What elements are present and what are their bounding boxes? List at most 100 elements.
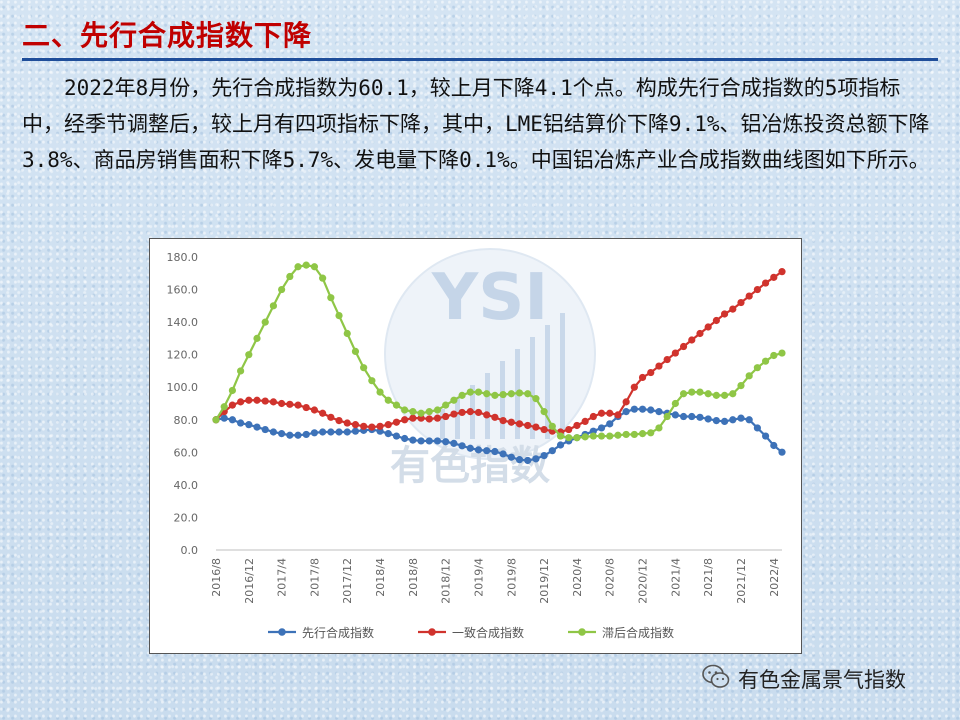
data-point bbox=[556, 441, 565, 449]
wechat-icon bbox=[702, 664, 730, 688]
data-point bbox=[310, 263, 319, 271]
data-point bbox=[442, 401, 450, 409]
data-point bbox=[548, 422, 556, 430]
watermark-bar bbox=[530, 337, 535, 439]
data-point bbox=[376, 388, 384, 396]
y-tick-label: 100.0 bbox=[167, 381, 199, 394]
data-point bbox=[376, 422, 384, 430]
data-point bbox=[474, 408, 483, 417]
chart-legend: 先行合成指数 一致合成指数 滞后合成指数 bbox=[268, 625, 674, 640]
data-point bbox=[384, 430, 392, 438]
data-point bbox=[589, 412, 597, 421]
data-point bbox=[294, 401, 302, 409]
x-tick-label: 2019/4 bbox=[472, 558, 485, 597]
data-point bbox=[392, 432, 401, 440]
data-point bbox=[606, 420, 614, 428]
data-point bbox=[507, 418, 515, 426]
data-point bbox=[606, 409, 614, 417]
data-point bbox=[737, 414, 745, 422]
data-point bbox=[581, 417, 589, 426]
data-point bbox=[499, 450, 507, 458]
legend-marker bbox=[578, 628, 586, 636]
data-point bbox=[401, 406, 409, 414]
data-point bbox=[753, 364, 761, 372]
data-point bbox=[458, 391, 466, 399]
data-point bbox=[729, 416, 737, 424]
x-tick-label: 2016/12 bbox=[243, 558, 256, 604]
data-point bbox=[384, 396, 392, 404]
data-point bbox=[245, 421, 253, 429]
data-point bbox=[565, 434, 573, 442]
watermark-bar bbox=[500, 361, 505, 439]
data-point bbox=[540, 451, 548, 460]
y-tick-label: 160.0 bbox=[167, 284, 199, 297]
data-point bbox=[679, 342, 688, 351]
data-point bbox=[474, 388, 483, 396]
data-point bbox=[647, 368, 655, 377]
data-point bbox=[220, 414, 228, 422]
data-point bbox=[712, 391, 720, 399]
footer-account-name: 有色金属景气指数 bbox=[738, 668, 906, 692]
x-tick-label: 2021/4 bbox=[669, 558, 682, 597]
data-point bbox=[474, 446, 483, 454]
data-point bbox=[392, 401, 401, 409]
data-point bbox=[515, 389, 524, 397]
data-point bbox=[368, 377, 376, 385]
data-point bbox=[261, 318, 269, 326]
x-tick-label: 2020/12 bbox=[637, 558, 650, 604]
data-point bbox=[630, 430, 638, 439]
y-tick-label: 180.0 bbox=[167, 251, 199, 264]
summary-paragraph: 2022年8月份，先行合成指数为60.1，较上月下降4.1个点。构成先行合成指数… bbox=[22, 76, 930, 172]
watermark-bar bbox=[560, 313, 565, 439]
legend-item: 滞后合成指数 bbox=[568, 625, 674, 640]
data-point bbox=[442, 438, 450, 446]
data-point bbox=[647, 406, 655, 414]
data-point bbox=[228, 401, 237, 409]
x-tick-label: 2020/4 bbox=[571, 558, 584, 597]
data-point bbox=[573, 421, 581, 430]
data-point bbox=[417, 437, 425, 445]
data-point bbox=[614, 431, 622, 439]
data-point bbox=[491, 447, 499, 456]
data-point bbox=[491, 391, 499, 399]
data-point bbox=[622, 398, 630, 406]
data-point bbox=[327, 294, 335, 302]
data-point bbox=[368, 423, 376, 431]
data-point bbox=[269, 302, 278, 310]
data-point bbox=[261, 397, 269, 405]
data-point bbox=[720, 417, 729, 426]
data-point bbox=[458, 442, 466, 450]
data-point bbox=[360, 364, 368, 372]
watermark-bar bbox=[545, 325, 550, 439]
data-point bbox=[450, 396, 458, 404]
x-tick-label: 2020/8 bbox=[604, 558, 617, 597]
data-point bbox=[450, 410, 458, 418]
data-point bbox=[269, 428, 278, 436]
data-point bbox=[565, 425, 573, 434]
data-point bbox=[253, 396, 261, 404]
data-point bbox=[712, 416, 720, 425]
data-point bbox=[433, 414, 442, 422]
data-point bbox=[286, 400, 294, 408]
data-point bbox=[319, 428, 327, 436]
data-point bbox=[442, 412, 450, 421]
data-point bbox=[729, 305, 737, 313]
y-tick-label: 40.0 bbox=[174, 479, 199, 492]
data-point bbox=[261, 425, 269, 434]
data-point bbox=[696, 329, 704, 338]
data-point bbox=[278, 430, 286, 438]
data-point bbox=[597, 432, 606, 440]
data-point bbox=[278, 285, 286, 294]
legend-marker bbox=[278, 628, 286, 636]
data-point bbox=[540, 408, 548, 416]
data-point bbox=[286, 272, 294, 281]
y-axis: 0.0 20.0 40.0 60.0 80.0 100.0 120.0 140.0 160.0 1… bbox=[167, 251, 199, 557]
data-point bbox=[245, 351, 253, 359]
data-point bbox=[524, 421, 532, 430]
data-point bbox=[302, 261, 310, 269]
data-point bbox=[761, 279, 770, 287]
data-point bbox=[384, 421, 392, 429]
data-point bbox=[753, 424, 761, 432]
